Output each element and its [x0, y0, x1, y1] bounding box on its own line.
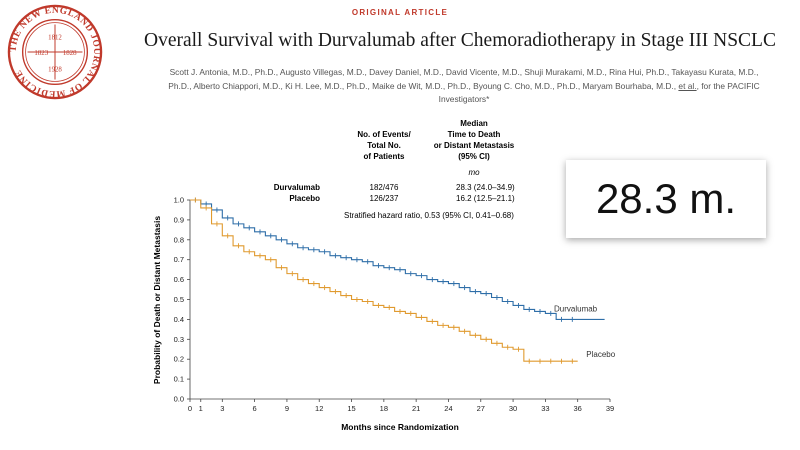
x-tick-label: 3: [220, 404, 224, 413]
y-tick-label: 0.4: [174, 315, 184, 324]
seal-year-top: 1812: [48, 34, 62, 41]
seal-year-left: 1823: [34, 50, 48, 57]
journal-seal-logo: THE NEW ENGLAND JOURNAL OF MEDICINE 1812…: [7, 4, 103, 100]
authors-line-2: Ph.D., Alberto Chiappori, M.D., Ki H. Le…: [168, 80, 760, 91]
authors-line-1: Scott J. Antonia, M.D., Ph.D., Augusto V…: [169, 67, 759, 77]
results-table: No. of Events/ Total No. of Patients Med…: [274, 119, 515, 220]
et-al-link[interactable]: et al.: [678, 80, 697, 91]
x-tick-label: 15: [347, 404, 355, 413]
x-tick-label: 36: [574, 404, 582, 413]
row-durvalumab-events: 182/476: [370, 183, 399, 192]
series-line-durvalumab: [190, 199, 605, 320]
x-tick-label: 33: [541, 404, 549, 413]
seal-year-right: 1828: [63, 50, 77, 57]
col1-header-1: No. of Events/: [357, 130, 411, 139]
x-tick-label: 12: [315, 404, 323, 413]
series-label-placebo: Placebo: [586, 350, 615, 359]
x-tick-label: 0: [188, 404, 192, 413]
col2-header-1: Median: [460, 119, 488, 128]
y-tick-label: 1.0: [174, 196, 184, 205]
x-tick-label: 30: [509, 404, 517, 413]
x-tick-label: 24: [444, 404, 452, 413]
col1-header-3: of Patients: [364, 152, 405, 161]
series-line-placebo: [190, 199, 578, 362]
chart-axes: 0 1 3 6 9 12 15 18 21 24 27 30 33 36 390.00.10.20.30.4…: [174, 196, 615, 414]
x-tick-label: 9: [285, 404, 289, 413]
x-tick-label: 39: [606, 404, 614, 413]
y-tick-label: 0.5: [174, 295, 184, 304]
article-type-kicker: ORIGINAL ARTICLE: [351, 8, 449, 17]
y-tick-label: 0.9: [174, 215, 184, 224]
col2-header-3: or Distant Metastasis: [434, 141, 515, 150]
y-tick-label: 0.7: [174, 255, 184, 264]
hazard-ratio: Stratified hazard ratio, 0.53 (95% CI, 0…: [344, 211, 514, 220]
col2-header-2: Time to Death: [448, 130, 501, 139]
col1-header-2: Total No.: [367, 141, 401, 150]
x-tick-label: 6: [253, 404, 257, 413]
y-axis-label: Probability of Death or Distant Metastas…: [152, 216, 162, 384]
row-durvalumab-group: Durvalumab: [274, 183, 320, 192]
x-axis-label: Months since Randomization: [341, 422, 459, 432]
row-placebo-events: 126/237: [370, 194, 399, 203]
seal-year-bottom: 1928: [48, 67, 62, 74]
row-placebo-median: 16.2 (12.5–21.1): [456, 194, 515, 203]
y-tick-label: 0.3: [174, 335, 184, 344]
y-tick-label: 0.1: [174, 375, 184, 384]
chart-curves: Durvalumab Placebo: [190, 197, 616, 364]
series-label-durvalumab: Durvalumab: [554, 304, 598, 313]
col2-header-4: (95% CI): [458, 152, 490, 161]
x-tick-label: 1: [199, 404, 203, 413]
x-tick-label: 21: [412, 404, 420, 413]
y-tick-label: 0.8: [174, 235, 184, 244]
row-placebo-group: Placebo: [289, 194, 320, 203]
x-tick-label: 18: [380, 404, 388, 413]
article-title: Overall Survival with Durvalumab after C…: [144, 30, 776, 51]
x-tick-label: 27: [477, 404, 485, 413]
authors-line-3: Investigators*: [438, 94, 490, 104]
median-callout-box: 28.3 m.: [566, 160, 766, 238]
author-list: Scott J. Antonia, M.D., Ph.D., Augusto V…: [128, 66, 800, 107]
median-unit: mo: [468, 168, 480, 177]
y-tick-label: 0.0: [174, 395, 184, 404]
y-tick-label: 0.2: [174, 355, 184, 364]
y-tick-label: 0.6: [174, 275, 184, 284]
row-durvalumab-median: 28.3 (24.0–34.9): [456, 183, 515, 192]
